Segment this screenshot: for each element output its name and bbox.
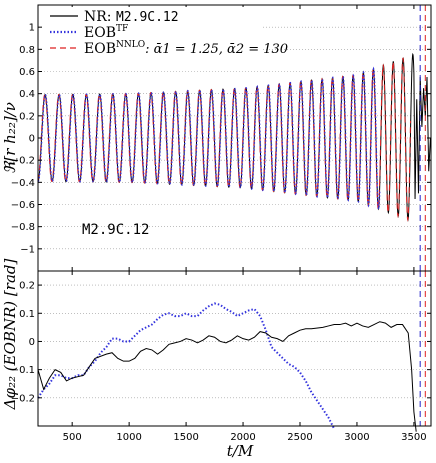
x-tick-label: 1500 <box>173 432 198 443</box>
top-y-tick-label: 1 <box>29 23 35 34</box>
x-tick-label: 3000 <box>344 432 369 443</box>
bottom-y-axis-label: Δφ₂₂ (EOBNR) [rad] <box>1 259 19 411</box>
bottom-y-tick-label: 0.1 <box>19 309 35 320</box>
eob-tf-phase-line <box>37 302 336 430</box>
top-y-tick-label: −1 <box>20 244 35 255</box>
top-y-tick-label: −0.6 <box>11 200 35 211</box>
top-y-tick-label: −0.2 <box>11 156 35 167</box>
legend-label-2: EOBTF <box>84 24 128 41</box>
top-y-tick-label: −0.4 <box>11 178 35 189</box>
top-panel-annotation: M2.9C.12 <box>82 222 149 238</box>
legend-label-3: EOBNNLO: ᾱ1 = 1.25, ᾱ2 = 130 <box>84 40 288 57</box>
x-tick-label: 2000 <box>230 432 255 443</box>
top-y-tick-label: 0.6 <box>19 67 35 78</box>
x-axis-label: t/M <box>227 442 254 460</box>
top-y-axis-label: ℜ[r h₂₂]/ν <box>1 102 19 174</box>
top-panel: 1 0.8 0.6 0.4 0.2 0 −0.2 −0.4 −0.6 −0.8 −1 NR: M2.9… <box>11 4 432 272</box>
bottom-y-tick-label: 0.2 <box>19 281 35 292</box>
bottom-panel-frame <box>37 270 432 427</box>
x-tick-label: 3500 <box>401 432 426 443</box>
bottom-panel: 500 1000 1500 2000 2500 3000 3500 0.2 0.1 0 −0.1 −0… <box>11 270 432 443</box>
top-y-tick-label: 0.4 <box>19 89 35 100</box>
eob-tf-waveform-line <box>37 66 381 212</box>
top-y-tick-label: 0.2 <box>19 111 35 122</box>
bottom-y-tick-label: −0.2 <box>11 393 35 404</box>
bottom-y-tick-label: −0.1 <box>11 365 35 376</box>
nr-phase-line <box>37 321 417 432</box>
top-y-tick-label: 0 <box>29 134 35 145</box>
top-y-tick-label: 0.8 <box>19 45 35 56</box>
legend-label-1: NR: M2.9C.12 <box>84 9 179 25</box>
bottom-y-tick-label: 0 <box>29 337 35 348</box>
x-tick-label: 2500 <box>287 432 312 443</box>
legend-background <box>44 7 262 57</box>
x-tick-label: 1000 <box>116 432 141 443</box>
x-tick-label: 500 <box>63 432 82 443</box>
top-y-tick-label: −0.8 <box>11 222 35 233</box>
